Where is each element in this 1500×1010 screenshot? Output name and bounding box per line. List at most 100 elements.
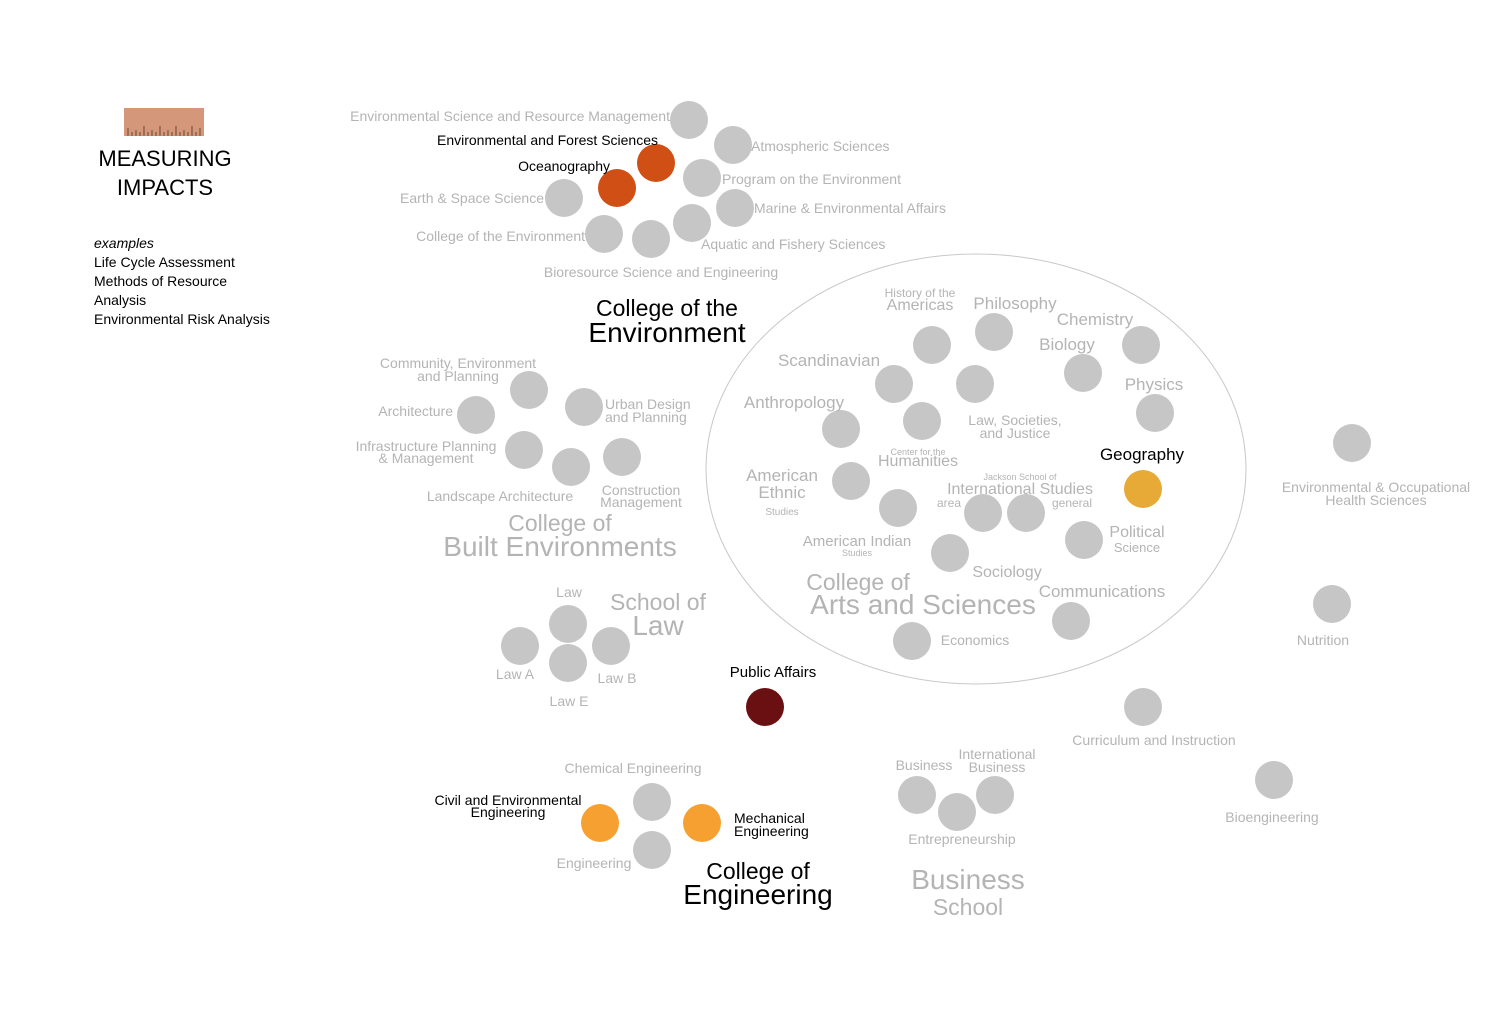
- node-label: International Business: [958, 746, 1035, 775]
- node-label: Physics: [1125, 375, 1184, 394]
- node-label: Jackson School of International Studies: [947, 472, 1093, 498]
- example-item: Environmental Risk Analysis: [94, 311, 270, 327]
- example-item: Life Cycle Assessment: [94, 254, 235, 270]
- node-dot: [975, 313, 1013, 351]
- node-dot: [633, 831, 671, 869]
- node-dot: [1333, 424, 1371, 462]
- node-label: College of the Environment: [416, 228, 585, 244]
- node-dot: [683, 159, 721, 197]
- node-label: Landscape Architecture: [427, 488, 574, 504]
- node-label: Public Affairs: [730, 664, 816, 681]
- node-dot: [714, 126, 752, 164]
- node-label: Earth & Space Science: [400, 190, 544, 206]
- node-label: Infrastructure Planning & Management: [356, 438, 497, 466]
- node-label: Atmospheric Sciences: [751, 138, 890, 154]
- node-dot: [898, 776, 936, 814]
- node-label: Entrepreneurship: [908, 831, 1016, 847]
- node-label: area: [937, 496, 961, 510]
- node-dot: [598, 169, 636, 207]
- node-dot: [1255, 761, 1293, 799]
- node-label: Communications: [1039, 582, 1166, 601]
- node-label: Law, Societies, and Justice: [968, 412, 1061, 441]
- node-label: Political Science: [1109, 524, 1164, 555]
- node-label: Geography: [1100, 445, 1185, 464]
- node-dot: [585, 215, 623, 253]
- node-dot: [913, 326, 951, 364]
- group-heading-artsci: College of Arts and Sciences: [806, 569, 1036, 620]
- node-dot: [931, 534, 969, 572]
- node-dot: [592, 627, 630, 665]
- node-label: Oceanography: [518, 158, 610, 174]
- node-dot: [976, 776, 1014, 814]
- group-heading-built: College of Built Environments: [443, 510, 676, 562]
- node-label: History of the Americas: [885, 286, 956, 314]
- node-label: general: [1052, 496, 1092, 510]
- legend-title-line1: MEASURING: [98, 146, 232, 171]
- node-dot: [549, 644, 587, 682]
- node-label: Business: [896, 757, 953, 773]
- examples-heading: examples: [94, 235, 154, 251]
- node-label: Construction Management: [600, 482, 682, 510]
- node-label: Bioresource Science and Engineering: [544, 264, 778, 280]
- node-dot: [1007, 494, 1045, 532]
- node-label: American Ethnic Studies: [746, 466, 818, 518]
- node-label: Law E: [550, 693, 589, 709]
- node-dot: [510, 371, 548, 409]
- legend-title-line2: IMPACTS: [116, 175, 214, 200]
- node-dot: [716, 189, 754, 227]
- node-label: Urban Design and Planning: [605, 396, 691, 425]
- node-dot: [893, 622, 931, 660]
- node-label: Nutrition: [1297, 632, 1349, 648]
- node-dot: [1136, 394, 1174, 432]
- node-label: Marine & Environmental Affairs: [754, 200, 946, 216]
- node-dot: [903, 402, 941, 440]
- node-dot: [1122, 326, 1160, 364]
- node-dot: [549, 605, 587, 643]
- node-label: Biology: [1039, 335, 1095, 354]
- node-dot: [1313, 585, 1351, 623]
- node-label: Community, Environment and Planning: [380, 355, 536, 384]
- node-dot: [505, 431, 543, 469]
- node-dot: [875, 365, 913, 403]
- node-label: Civil and Environmental Engineering: [434, 792, 581, 820]
- node-label: Law: [556, 584, 583, 600]
- node-dot: [1124, 688, 1162, 726]
- node-label: Program on the Environment: [722, 171, 901, 187]
- node-dot: [632, 220, 670, 258]
- node-dot: [565, 388, 603, 426]
- legend-examples: examples Life Cycle Assessment Methods o…: [94, 234, 270, 329]
- node-dot: [1065, 521, 1103, 559]
- node-dot: [956, 365, 994, 403]
- node-dot: [822, 410, 860, 448]
- group-heading-law: School of Law: [610, 589, 707, 641]
- node-label: Sociology: [972, 564, 1041, 581]
- node-dot: [673, 204, 711, 242]
- node-dot: [545, 179, 583, 217]
- node-dot: [637, 144, 675, 182]
- node-label: Scandinavian: [778, 351, 880, 370]
- node-dot: [501, 627, 539, 665]
- node-dot: [1064, 354, 1102, 392]
- node-label: Engineering: [557, 855, 632, 871]
- legend-title: MEASURING IMPACTS: [70, 144, 260, 202]
- node-dot: [603, 438, 641, 476]
- node-label: Economics: [941, 632, 1009, 648]
- arts-sciences-boundary: [705, 253, 1247, 685]
- node-label: Chemistry: [1057, 310, 1134, 329]
- node-label: Architecture: [378, 403, 453, 419]
- ruler-icon: [124, 108, 204, 136]
- group-heading-env: College of the Environment: [588, 295, 745, 348]
- group-heading-biz: Business School: [911, 864, 1025, 920]
- example-item: Methods of Resource Analysis: [94, 273, 228, 308]
- node-dot: [964, 494, 1002, 532]
- node-label: Environmental Science and Resource Manag…: [350, 108, 670, 124]
- node-dot: [683, 804, 721, 842]
- node-dot: [879, 489, 917, 527]
- node-dot: [457, 396, 495, 434]
- node-label: Curriculum and Instruction: [1072, 732, 1235, 748]
- node-dot: [552, 448, 590, 486]
- node-label: Mechanical Engineering: [734, 810, 809, 839]
- node-label: Environmental & Occupational Health Scien…: [1282, 479, 1470, 508]
- node-label: Anthropology: [744, 393, 845, 412]
